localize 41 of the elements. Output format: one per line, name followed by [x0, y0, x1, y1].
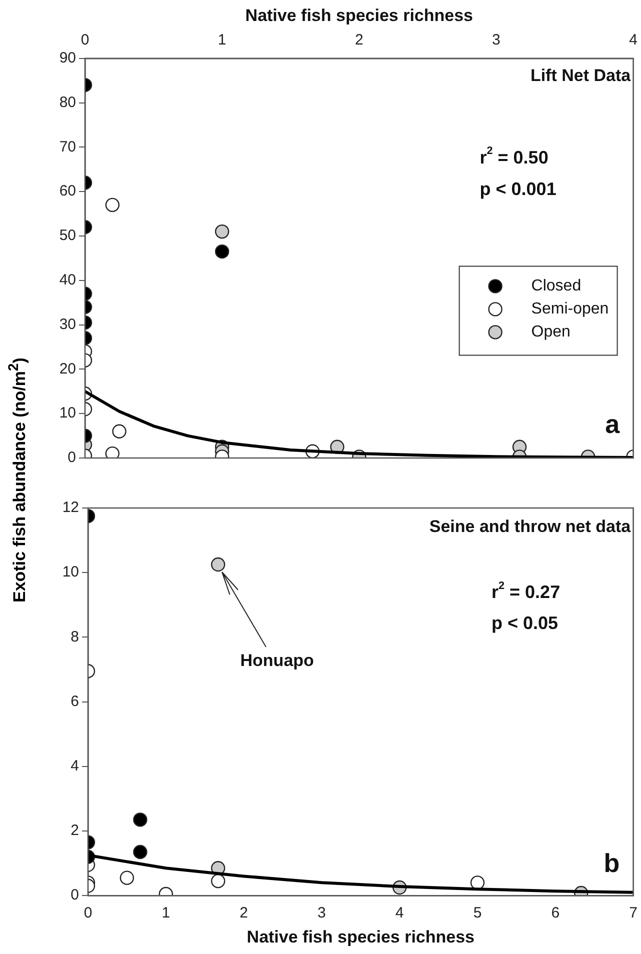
- annotation: a: [605, 409, 620, 440]
- x-axis-title: Native fish species richness: [246, 927, 475, 946]
- y-tick-label: 8: [70, 628, 79, 646]
- x-tick-label: 7: [629, 904, 638, 922]
- y-tick-label: 40: [59, 272, 76, 289]
- y-tick-label: 0: [68, 449, 76, 466]
- y-tick-label: 90: [59, 50, 76, 67]
- y-tick-label: 12: [62, 499, 79, 516]
- annotation: Seine and throw net data: [429, 517, 632, 536]
- annotation: p < 0.001: [480, 179, 556, 200]
- y-tick-label: 2: [70, 822, 79, 840]
- y-tick-label: 30: [59, 316, 76, 333]
- y-tick-label: 70: [59, 138, 76, 156]
- annotation: Lift Net Data: [530, 66, 632, 86]
- x-tick-label: 3: [318, 904, 326, 922]
- x-tick-label: 4: [395, 904, 404, 922]
- y-tick-label: 10: [59, 404, 76, 422]
- x-tick-label: 1: [218, 32, 226, 49]
- y-tick-label: 6: [70, 692, 79, 710]
- y-tick-label: 60: [59, 182, 76, 200]
- legend-label: Closed: [531, 278, 582, 295]
- y-tick-label: 4: [70, 758, 79, 775]
- x-axis-title: Native fish species richness: [245, 6, 474, 25]
- x-tick-label: 2: [240, 904, 248, 922]
- annotation: b: [604, 848, 620, 878]
- y-tick-label: 20: [59, 360, 76, 378]
- x-tick-label: 0: [84, 904, 92, 922]
- x-tick-label: 2: [354, 32, 364, 49]
- x-tick-label: 3: [492, 32, 500, 49]
- x-tick-label: 5: [473, 904, 482, 922]
- y-tick-label: 50: [59, 227, 76, 244]
- annotation: Honuapo: [240, 651, 314, 670]
- y-tick-label: 80: [59, 94, 76, 111]
- y-tick-label: 10: [62, 564, 79, 581]
- legend-label: Open: [531, 324, 570, 341]
- x-tick-label: 1: [162, 904, 170, 922]
- annotation: p < 0.05: [492, 613, 558, 634]
- x-tick-label: 6: [551, 904, 560, 922]
- x-tick-label: 4: [629, 32, 638, 49]
- legend-label: Semi-open: [531, 300, 609, 318]
- y-tick-label: 0: [70, 886, 79, 904]
